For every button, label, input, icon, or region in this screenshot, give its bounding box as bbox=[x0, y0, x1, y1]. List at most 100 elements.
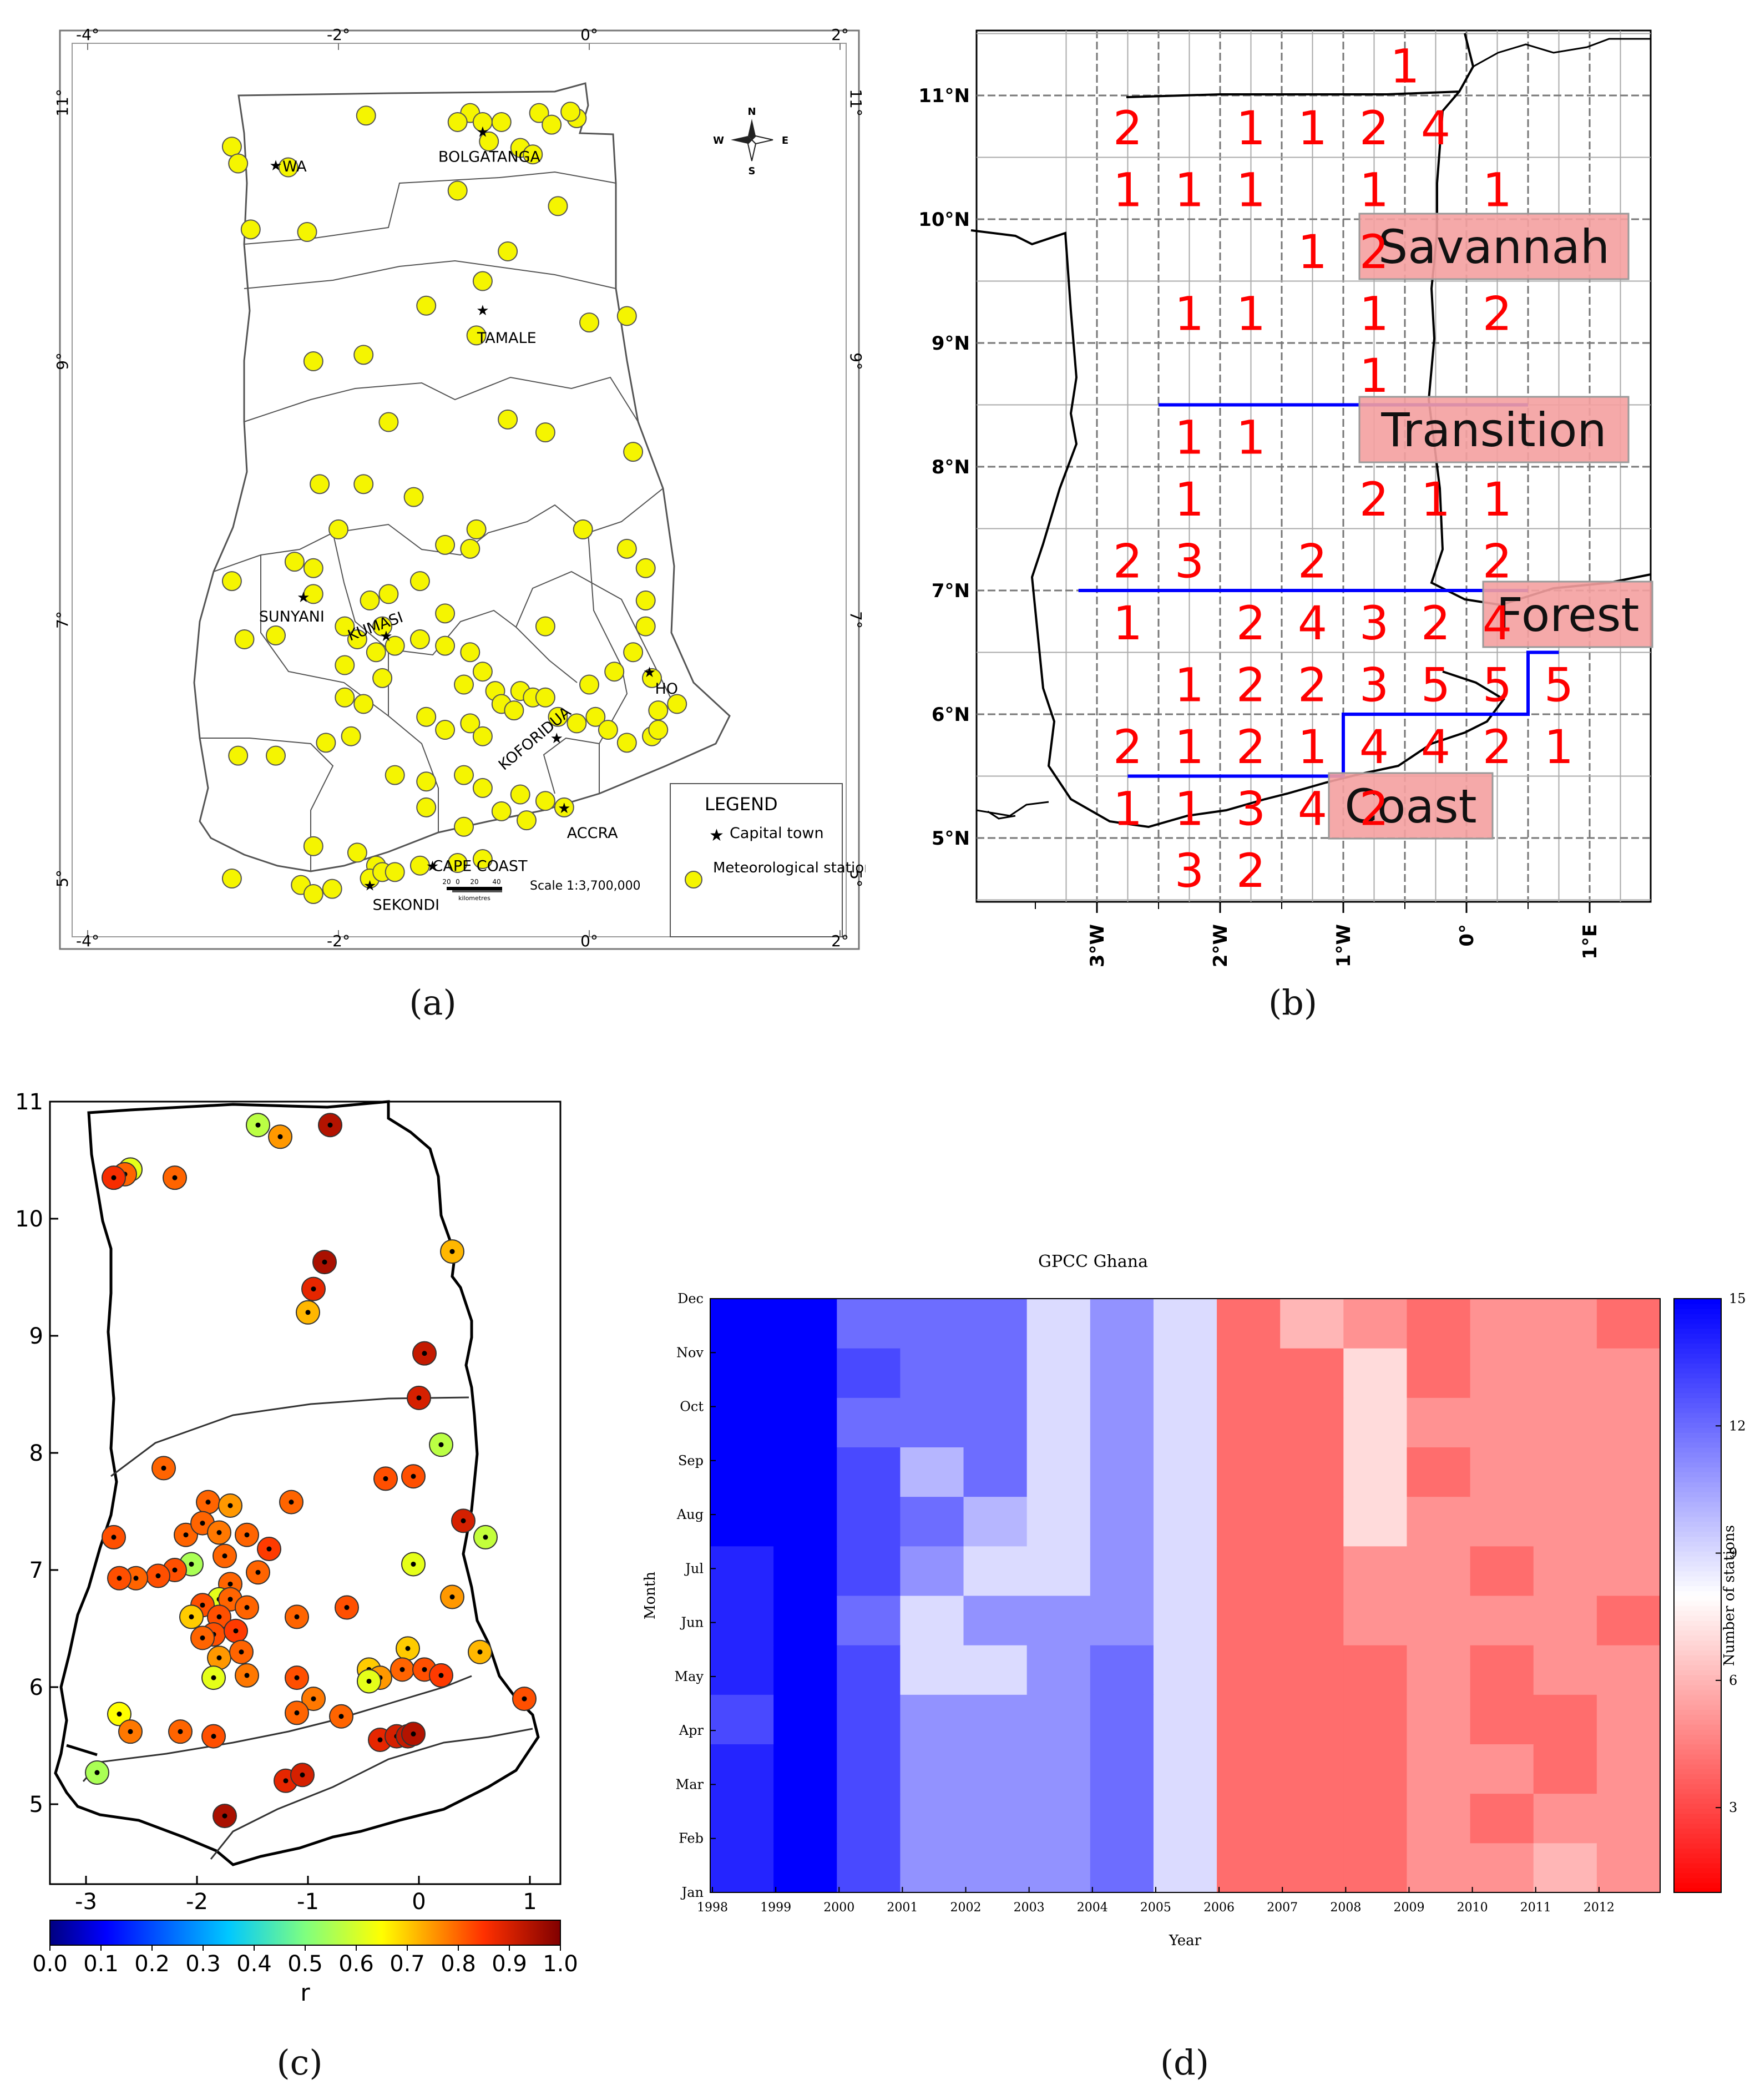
heatmap-cell bbox=[773, 1447, 837, 1497]
heatmap-cell bbox=[837, 1793, 901, 1844]
c-y-tick: 7 bbox=[29, 1558, 43, 1583]
colorbar-d-segment bbox=[1674, 1788, 1721, 1794]
heatmap-cell bbox=[837, 1694, 901, 1744]
a-top-tick: -4° bbox=[76, 26, 99, 44]
heatmap-cell bbox=[837, 1348, 901, 1398]
legend-capital-star-icon: ★ bbox=[709, 826, 724, 845]
station-marker bbox=[604, 662, 625, 682]
station-center-dot bbox=[244, 1605, 250, 1611]
colorbar-d-segment bbox=[1674, 1803, 1721, 1809]
station-marker bbox=[548, 706, 568, 727]
heatmap-cell bbox=[1217, 1645, 1281, 1695]
a-bottom-tick: -4° bbox=[76, 932, 99, 950]
station-count: 3 bbox=[1236, 781, 1266, 836]
station-count: 3 bbox=[1175, 844, 1204, 898]
station-marker bbox=[409, 629, 430, 649]
station-marker bbox=[517, 810, 537, 831]
station-center-dot bbox=[200, 1521, 205, 1526]
colorbar-d-segment bbox=[1674, 1798, 1721, 1804]
heatmap-cell bbox=[1090, 1546, 1154, 1596]
station-marker bbox=[335, 687, 355, 708]
colorbar-d-segment bbox=[1674, 1367, 1721, 1374]
heatmap-cell bbox=[710, 1842, 774, 1893]
panel-c-axes bbox=[49, 1101, 562, 1885]
station-marker bbox=[585, 706, 606, 727]
station-count: 2 bbox=[1359, 472, 1389, 527]
heatmap-cell bbox=[1217, 1744, 1281, 1794]
heatmap-cell bbox=[1026, 1397, 1091, 1447]
station-marker bbox=[535, 422, 555, 443]
heatmap-cell bbox=[963, 1793, 1028, 1844]
c-x-tick: 0 bbox=[412, 1889, 426, 1915]
colorbar-d-segment bbox=[1674, 1506, 1721, 1512]
station-center-dot bbox=[205, 1500, 211, 1505]
heatmap-cell bbox=[1470, 1596, 1534, 1645]
colorbar-d-segment bbox=[1674, 1754, 1721, 1760]
colorbar-d-segment bbox=[1674, 1833, 1721, 1839]
colorbar-d-segment bbox=[1674, 1402, 1721, 1409]
station-count: 2 bbox=[1359, 101, 1389, 155]
station-count: 2 bbox=[1236, 844, 1266, 898]
station-marker bbox=[535, 687, 555, 708]
colorbar-d-segment bbox=[1674, 1412, 1721, 1418]
heatmap-cell bbox=[1090, 1694, 1154, 1744]
heatmap-cell bbox=[1090, 1496, 1154, 1547]
station-center-dot bbox=[216, 1614, 222, 1619]
colorbar-d-segment bbox=[1674, 1818, 1721, 1824]
colorbar-d-segment bbox=[1674, 1501, 1721, 1507]
heatmap-cell bbox=[900, 1348, 964, 1398]
station-marker bbox=[335, 616, 355, 637]
colorbar-d-segment bbox=[1674, 1427, 1721, 1433]
station-marker bbox=[435, 720, 456, 740]
station-center-dot bbox=[294, 1675, 300, 1680]
station-center-dot bbox=[244, 1673, 250, 1678]
heatmap-cell bbox=[710, 1694, 774, 1744]
colorbar-d-segment bbox=[1674, 1576, 1721, 1582]
station-marker bbox=[498, 241, 518, 261]
panel-d-svg: GPCC Ghana 1998 1999 2000 2001 2002 2003 2004 2… bbox=[642, 1252, 1746, 1949]
station-marker bbox=[447, 853, 468, 874]
station-center-dot bbox=[477, 1649, 483, 1655]
heatmap-cell bbox=[773, 1596, 837, 1645]
colorbar-d-segment bbox=[1674, 1467, 1721, 1473]
b-y-tick: 9°N bbox=[932, 332, 970, 355]
c-cbar-tick: 0.2 bbox=[134, 1951, 170, 1977]
colorbar-d-segment bbox=[1674, 1526, 1721, 1532]
colorbar-d-segment bbox=[1674, 1808, 1721, 1814]
heatmap-cell bbox=[1280, 1842, 1344, 1893]
heatmap-cell bbox=[710, 1546, 774, 1596]
station-count: 4 bbox=[1359, 720, 1389, 774]
station-count: 2 bbox=[1359, 781, 1389, 836]
station-count: 2 bbox=[1236, 720, 1266, 774]
heatmap-cell bbox=[1153, 1596, 1217, 1645]
station-center-dot bbox=[128, 1729, 133, 1734]
station-marker bbox=[616, 538, 637, 559]
d-y-tick: Jan bbox=[680, 1885, 704, 1900]
d-x-tick: 1998 bbox=[697, 1901, 728, 1915]
heatmap-cell bbox=[1343, 1348, 1407, 1398]
heatmap-cell bbox=[1090, 1348, 1154, 1398]
colorbar-d-segment bbox=[1674, 1536, 1721, 1542]
heatmap-cell bbox=[963, 1546, 1028, 1596]
heatmap-cell bbox=[773, 1842, 837, 1893]
heatmap-cell bbox=[1090, 1744, 1154, 1794]
heatmap-cell bbox=[1596, 1645, 1661, 1695]
station-marker bbox=[328, 519, 348, 539]
panel-a-station-map: 20 0 20 40 kilometres Scale 1:3,700,000 … bbox=[0, 0, 873, 999]
d-x-tick: 2009 bbox=[1393, 1901, 1424, 1915]
compass-e: E bbox=[782, 135, 788, 147]
town-label: HO bbox=[655, 680, 678, 698]
compass-rose-icon: N S E W bbox=[713, 106, 788, 177]
heatmap-cell bbox=[1280, 1447, 1344, 1497]
station-center-dot bbox=[383, 1476, 388, 1481]
neighbor-border-b bbox=[976, 38, 1651, 820]
a-right-tick: 11° bbox=[847, 89, 865, 117]
colorbar-d-segment bbox=[1674, 1353, 1721, 1359]
station-marker bbox=[303, 584, 323, 604]
heatmap-cell bbox=[1090, 1793, 1154, 1844]
heatmap-cell bbox=[1026, 1447, 1091, 1497]
d-x-tick: 2004 bbox=[1077, 1901, 1108, 1915]
heatmap-cell bbox=[1217, 1793, 1281, 1844]
heatmap-cell bbox=[837, 1842, 901, 1893]
c-cbar-tick: 0.8 bbox=[441, 1951, 476, 1977]
